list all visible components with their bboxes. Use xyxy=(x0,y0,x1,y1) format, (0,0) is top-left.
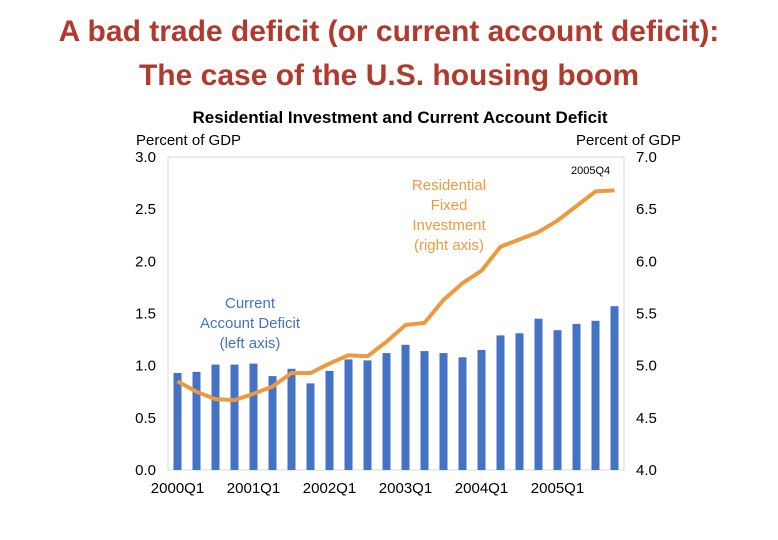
bar-2005Q4 xyxy=(610,306,619,470)
cad-annotation-line-3: (left axis) xyxy=(220,335,281,352)
cad-annotation-line-2: Account Deficit xyxy=(200,315,301,332)
y-left-tick-2.5: 2.5 xyxy=(135,201,156,218)
y-left-tick-labels: 0.0 0.5 1.0 1.5 2.0 2.5 3.0 xyxy=(135,149,156,479)
bar-2000Q3 xyxy=(211,364,220,470)
x-tick-2000Q1: 2000Q1 xyxy=(151,480,204,497)
y-right-tick-5.0: 5.0 xyxy=(636,358,657,375)
bar-2003Q4 xyxy=(458,357,467,470)
bar-2005Q1 xyxy=(553,330,562,470)
slide-title-line-1: A bad trade deficit (or current account … xyxy=(58,15,720,48)
rfi-annotation-line-3: Investment xyxy=(412,217,486,234)
bar-2001Q3 xyxy=(287,368,296,470)
y-left-tick-1.5: 1.5 xyxy=(135,306,156,323)
y-left-tick-2.0: 2.0 xyxy=(135,253,156,270)
x-tick-2004Q1: 2004Q1 xyxy=(455,480,508,497)
last-period-label: 2005Q4 xyxy=(571,165,610,177)
bar-2002Q4 xyxy=(382,353,391,470)
y-right-tick-4.5: 4.5 xyxy=(636,410,657,427)
y-left-axis-label: Percent of GDP xyxy=(136,132,241,149)
bar-2002Q1 xyxy=(325,370,334,470)
bar-2001Q2 xyxy=(268,376,277,470)
bar-2003Q3 xyxy=(439,353,448,470)
rfi-annotation-line-2: Fixed xyxy=(431,197,468,214)
x-tick-2005Q1: 2005Q1 xyxy=(531,480,584,497)
bar-2000Q4 xyxy=(230,364,239,470)
rfi-annotation-line-4: (right axis) xyxy=(414,237,484,254)
x-tick-labels: 2000Q1 2001Q1 2002Q1 2003Q1 2004Q1 2005Q1 xyxy=(151,480,584,497)
y-right-tick-4.0: 4.0 xyxy=(636,462,657,479)
cad-annotation-line-1: Current xyxy=(225,295,276,312)
rfi-annotation-line-1: Residential xyxy=(412,177,486,194)
bar-2005Q3 xyxy=(591,320,600,470)
bar-2002Q3 xyxy=(363,360,372,470)
x-tick-2003Q1: 2003Q1 xyxy=(379,480,432,497)
bar-2004Q4 xyxy=(534,318,543,470)
y-left-tick-3.0: 3.0 xyxy=(135,149,156,166)
bar-2004Q1 xyxy=(477,350,486,470)
y-right-tick-5.5: 5.5 xyxy=(636,306,657,323)
line-series-residential-investment xyxy=(176,188,615,403)
bar-2002Q2 xyxy=(344,359,353,470)
y-right-tick-7.0: 7.0 xyxy=(636,149,657,166)
y-left-tick-0.0: 0.0 xyxy=(135,462,156,479)
chart-title: Residential Investment and Current Accou… xyxy=(193,108,608,127)
bar-2004Q2 xyxy=(496,335,505,470)
bar-2000Q2 xyxy=(192,371,201,470)
bar-2003Q1 xyxy=(401,344,410,470)
y-right-tick-6.0: 6.0 xyxy=(636,253,657,270)
slide-title-line-2: The case of the U.S. housing boom xyxy=(138,59,640,92)
bar-2000Q1 xyxy=(173,373,182,470)
y-left-tick-1.0: 1.0 xyxy=(135,358,156,375)
bar-2005Q2 xyxy=(572,323,581,470)
plot-area xyxy=(167,156,625,471)
y-left-tick-0.5: 0.5 xyxy=(135,410,156,427)
y-right-axis-label: Percent of GDP xyxy=(576,132,681,149)
x-tick-2002Q1: 2002Q1 xyxy=(303,480,356,497)
y-right-tick-labels: 4.0 4.5 5.0 5.5 6.0 6.5 7.0 xyxy=(636,149,657,479)
bar-2003Q2 xyxy=(420,351,429,470)
bar-2004Q3 xyxy=(515,333,524,470)
x-tick-2001Q1: 2001Q1 xyxy=(227,480,280,497)
bar-series-current-account-deficit xyxy=(173,306,619,470)
bar-2001Q4 xyxy=(306,383,315,470)
y-right-tick-6.5: 6.5 xyxy=(636,201,657,218)
bar-2001Q1 xyxy=(249,363,258,470)
